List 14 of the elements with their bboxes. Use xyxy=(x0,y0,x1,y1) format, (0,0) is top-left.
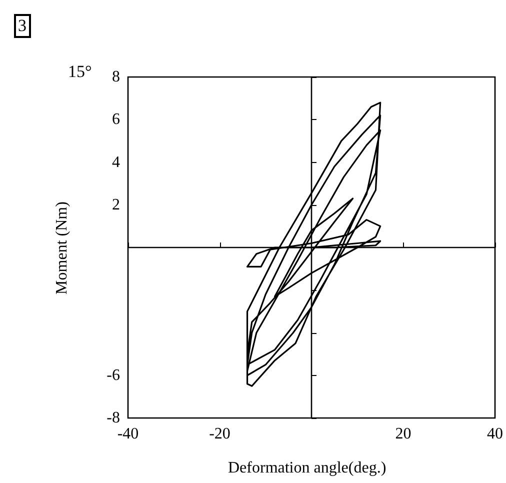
x-tick-label: 20 xyxy=(395,426,412,442)
x-tick-label: 40 xyxy=(487,426,503,442)
y-tick-label: 2 xyxy=(112,196,120,214)
y-tick-label: -8 xyxy=(106,410,120,426)
text: 3 xyxy=(14,14,30,38)
y-tick-label: -6 xyxy=(106,366,120,384)
y-tick-label: 4 xyxy=(112,154,120,171)
y-tick-label: 6 xyxy=(112,111,120,128)
x-tick-label: -40 xyxy=(117,426,139,442)
x-axis-title: Deformation angle(deg.) xyxy=(228,460,386,476)
x-tick-label: -20 xyxy=(209,426,230,442)
y-axis-title: Moment (Nm) xyxy=(54,202,70,294)
y-tick-label: 8 xyxy=(112,68,120,86)
text: 15° xyxy=(68,62,92,82)
